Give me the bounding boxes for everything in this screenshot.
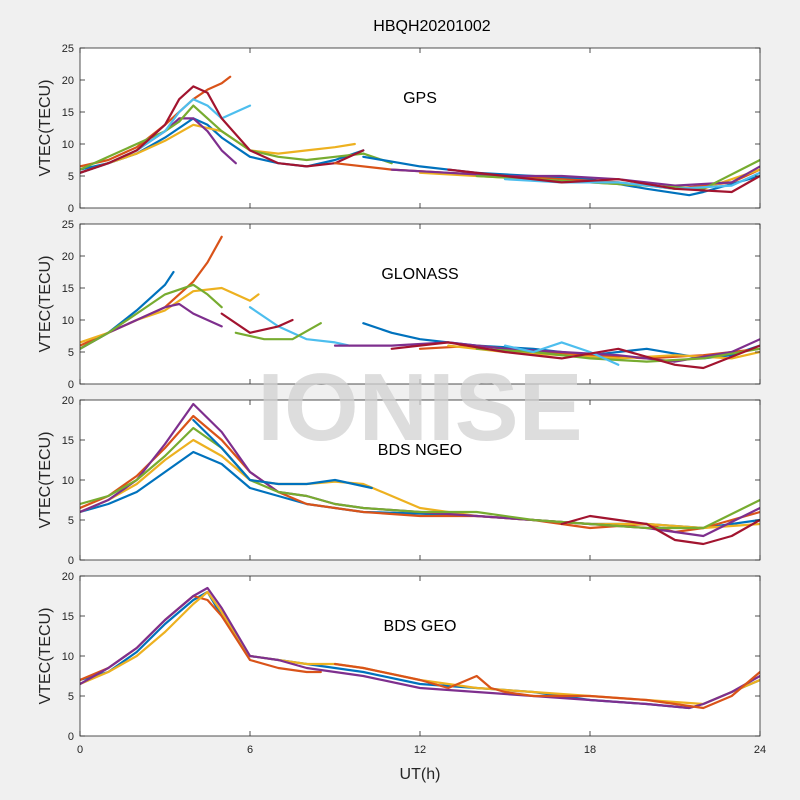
watermark: IONISE (257, 354, 582, 461)
figure-title: HBQH20201002 (373, 18, 491, 35)
series-group (80, 586, 760, 710)
series-line (234, 322, 322, 341)
x-tick-label: 12 (414, 744, 426, 756)
series-line (362, 155, 760, 197)
y-tick-label: 25 (62, 43, 74, 55)
y-tick-label: 5 (68, 171, 74, 183)
series-line (80, 586, 760, 710)
panels: 0 5 10 15 20 25 GPS VTEC(TECU) 0 5 10 15 20 25 GLONASS… (37, 43, 766, 783)
panel-gps: 0 5 10 15 20 25 GPS VTEC(TECU) (37, 43, 761, 215)
y-tick-label: 5 (68, 515, 74, 527)
y-tick-label: 0 (68, 379, 74, 391)
y-tick-label: 0 (68, 555, 74, 567)
x-tick-label: 18 (584, 744, 596, 756)
series-line (333, 662, 760, 710)
y-tick-label: 10 (62, 315, 74, 327)
y-tick-label: 20 (62, 251, 74, 263)
plot-area (80, 400, 760, 560)
y-tick-label: 20 (62, 571, 74, 583)
x-tick-label: 24 (754, 744, 766, 756)
series-line (80, 283, 223, 350)
y-tick-label: 10 (62, 475, 74, 487)
series-line (333, 338, 760, 363)
y-tick-label: 25 (62, 219, 74, 231)
plot-area (80, 576, 760, 736)
y-tick-label: 15 (62, 611, 74, 623)
y-tick-label: 0 (68, 203, 74, 215)
panel-glonass: 0 5 10 15 20 25 GLONASS VTEC(TECU) (37, 219, 761, 391)
panel-title: BDS NGEO (378, 442, 462, 459)
x-tick-label: 6 (247, 744, 253, 756)
y-tick-label: 20 (62, 75, 74, 87)
panel-title: GPS (403, 90, 437, 107)
y-tick-label: 15 (62, 435, 74, 447)
series-line (220, 312, 294, 334)
y-tick-label: 15 (62, 107, 74, 119)
series-line (80, 104, 393, 171)
y-tick-label: 10 (62, 651, 74, 663)
y-tick-label: 20 (62, 395, 74, 407)
series-line (560, 514, 760, 546)
series-line (80, 85, 365, 174)
series-group (80, 75, 760, 197)
x-tick-label: 0 (77, 744, 83, 756)
y-axis-label: VTEC(TECU) (37, 608, 54, 705)
y-tick-label: 15 (62, 283, 74, 295)
y-axis-label: VTEC(TECU) (37, 80, 54, 177)
y-axis-label: VTEC(TECU) (37, 432, 54, 529)
series-line (390, 341, 760, 370)
panel-title: BDS GEO (384, 618, 457, 635)
series-line (503, 341, 620, 366)
panel-title: GLONASS (381, 266, 458, 283)
x-axis-label: UT(h) (400, 766, 441, 783)
panel-bds-geo: 0 5 10 15 20 0 6 12 18 24 BDS GEO VTEC(TECU) UT(h) (37, 571, 766, 783)
y-tick-label: 5 (68, 691, 74, 703)
series-line (390, 165, 760, 187)
series-line (475, 347, 760, 363)
series-line (192, 418, 373, 490)
series-group (80, 402, 760, 546)
y-tick-label: 10 (62, 139, 74, 151)
y-tick-label: 5 (68, 347, 74, 359)
series-line (248, 306, 351, 347)
series-group (80, 235, 760, 370)
panel-bds-ngeo: 0 5 10 15 20 BDS NGEO VTEC(TECU) (37, 395, 761, 567)
y-tick-label: 0 (68, 731, 74, 743)
y-axis-label: VTEC(TECU) (37, 256, 54, 353)
series-line (80, 426, 760, 530)
series-line (447, 168, 760, 194)
